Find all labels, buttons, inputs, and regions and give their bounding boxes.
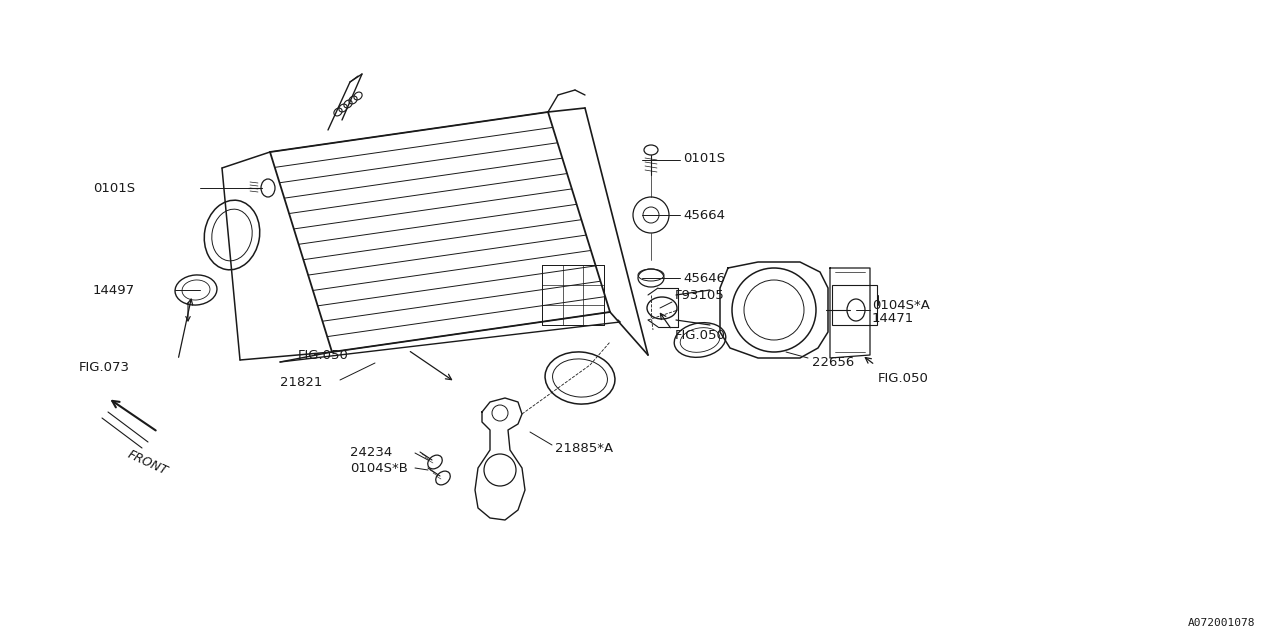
Text: 21821: 21821 [280,376,323,388]
Text: FIG.073: FIG.073 [79,360,131,374]
Text: FIG.050: FIG.050 [298,349,349,362]
Text: 0104S*B: 0104S*B [349,461,408,474]
Text: A072001078: A072001078 [1188,618,1254,628]
Text: F93105: F93105 [675,289,724,301]
Text: 21885*A: 21885*A [556,442,613,454]
Text: 0101S: 0101S [684,152,726,164]
Text: FIG.050: FIG.050 [878,371,929,385]
Text: 22656: 22656 [812,355,854,369]
Bar [832,285,877,325]
Text: 14497: 14497 [93,284,134,296]
Text: FIG.050: FIG.050 [675,328,726,342]
Text: 0104S*A: 0104S*A [872,298,929,312]
Text: 45646: 45646 [684,271,724,285]
Text: 0101S: 0101S [93,182,134,195]
Bar [541,265,604,325]
Text: 24234: 24234 [349,445,392,458]
Text: 45664: 45664 [684,209,724,221]
Text: 14471: 14471 [872,312,914,324]
Text: FRONT: FRONT [125,448,170,478]
